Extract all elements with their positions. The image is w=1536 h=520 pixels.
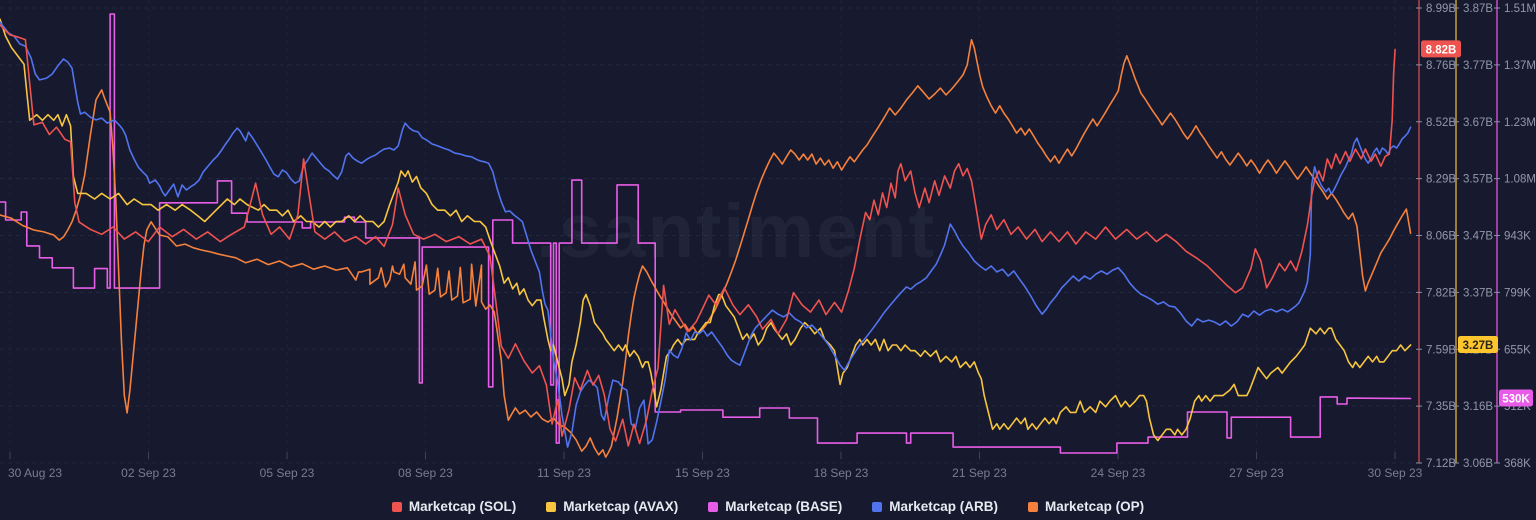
y-tick-label-base: 1.23M (1504, 117, 1536, 129)
series-line-sol[interactable] (0, 24, 1396, 447)
y-tick-label-sol: 8.06B (1426, 231, 1456, 243)
last-value-badge-base (1499, 389, 1533, 407)
y-tick-label-base: 655K (1504, 344, 1531, 356)
legend-item-op[interactable]: Marketcap (OP) (1028, 499, 1144, 514)
y-tick-label-sol: 8.99B (1426, 3, 1456, 15)
x-tick-label: 08 Sep 23 (398, 466, 453, 480)
y-tick-label-base: 799K (1504, 287, 1531, 299)
chart-legend: Marketcap (SOL) Marketcap (AVAX) Marketcap… (0, 499, 1536, 514)
y-tick-label-base: 1.51M (1504, 3, 1536, 15)
legend-swatch-sol (391, 501, 402, 512)
y-tick-label-avax: 3.47B (1463, 231, 1493, 243)
legend-item-base[interactable]: Marketcap (BASE) (708, 499, 842, 514)
y-tick-label-avax: 3.57B (1463, 174, 1493, 186)
y-tick-label-base: 943K (1504, 231, 1531, 243)
legend-item-arb[interactable]: Marketcap (ARB) (872, 499, 998, 514)
last-value-badge-text-sol: 8.82B (1426, 44, 1457, 56)
series-line-base[interactable] (0, 13, 1412, 454)
x-tick-label: 02 Sep 23 (121, 466, 176, 480)
y-tick-label-sol: 8.76B (1426, 60, 1456, 72)
legend-label-sol: Marketcap (SOL) (408, 499, 517, 514)
legend-item-avax[interactable]: Marketcap (AVAX) (546, 499, 678, 514)
x-tick-label: 21 Sep 23 (952, 466, 1007, 480)
y-tick-label-avax: 3.16B (1463, 401, 1493, 413)
x-tick-label: 24 Sep 23 (1091, 466, 1146, 480)
y-tick-label-base: 1.37M (1504, 60, 1536, 72)
x-tick-label: 15 Sep 23 (675, 466, 730, 480)
last-value-badge-text-avax: 3.27B (1463, 340, 1494, 352)
y-tick-label-avax: 3.87B (1463, 3, 1493, 15)
legend-swatch-base (708, 501, 719, 512)
y-tick-label-avax: 3.37B (1463, 287, 1493, 299)
y-tick-label-sol: 7.12B (1426, 458, 1456, 470)
legend-swatch-avax (546, 501, 557, 512)
y-tick-label-sol: 7.59B (1426, 344, 1456, 356)
legend-item-sol[interactable]: Marketcap (SOL) (391, 499, 517, 514)
y-tick-label-sol: 7.82B (1426, 287, 1456, 299)
y-tick-label-avax: 3.67B (1463, 117, 1493, 129)
x-tick-label: 27 Sep 23 (1229, 466, 1284, 480)
y-tick-label-base: 368K (1504, 458, 1531, 470)
y-tick-label-avax: 3.06B (1463, 458, 1493, 470)
x-tick-label: 11 Sep 23 (537, 466, 591, 480)
y-tick-label-avax: 3.77B (1463, 60, 1493, 72)
legend-label-arb: Marketcap (ARB) (889, 499, 999, 514)
y-tick-label-sol: 7.35B (1426, 401, 1456, 413)
last-value-badge-text-base: 530K (1502, 393, 1530, 405)
last-value-badge-sol (1421, 40, 1461, 58)
series-line-arb[interactable] (0, 21, 1412, 448)
legend-label-avax: Marketcap (AVAX) (563, 499, 679, 514)
series-line-op[interactable] (0, 38, 1412, 458)
y-tick-label-sol: 8.52B (1426, 117, 1456, 129)
y-tick-label-sol: 8.29B (1426, 174, 1456, 186)
y-tick-label-base: 1.08M (1504, 174, 1536, 186)
x-tick-label: 30 Aug 23 (8, 466, 62, 480)
x-tick-label: 18 Sep 23 (814, 466, 869, 480)
legend-swatch-op (1028, 501, 1039, 512)
x-tick-label: 30 Sep 23 (1368, 466, 1423, 480)
series-line-avax[interactable] (0, 18, 1412, 442)
last-value-badge-avax (1458, 336, 1498, 354)
legend-label-base: Marketcap (BASE) (725, 499, 843, 514)
legend-label-op: Marketcap (OP) (1045, 499, 1145, 514)
legend-swatch-arb (872, 501, 883, 512)
x-tick-label: 05 Sep 23 (260, 466, 315, 480)
